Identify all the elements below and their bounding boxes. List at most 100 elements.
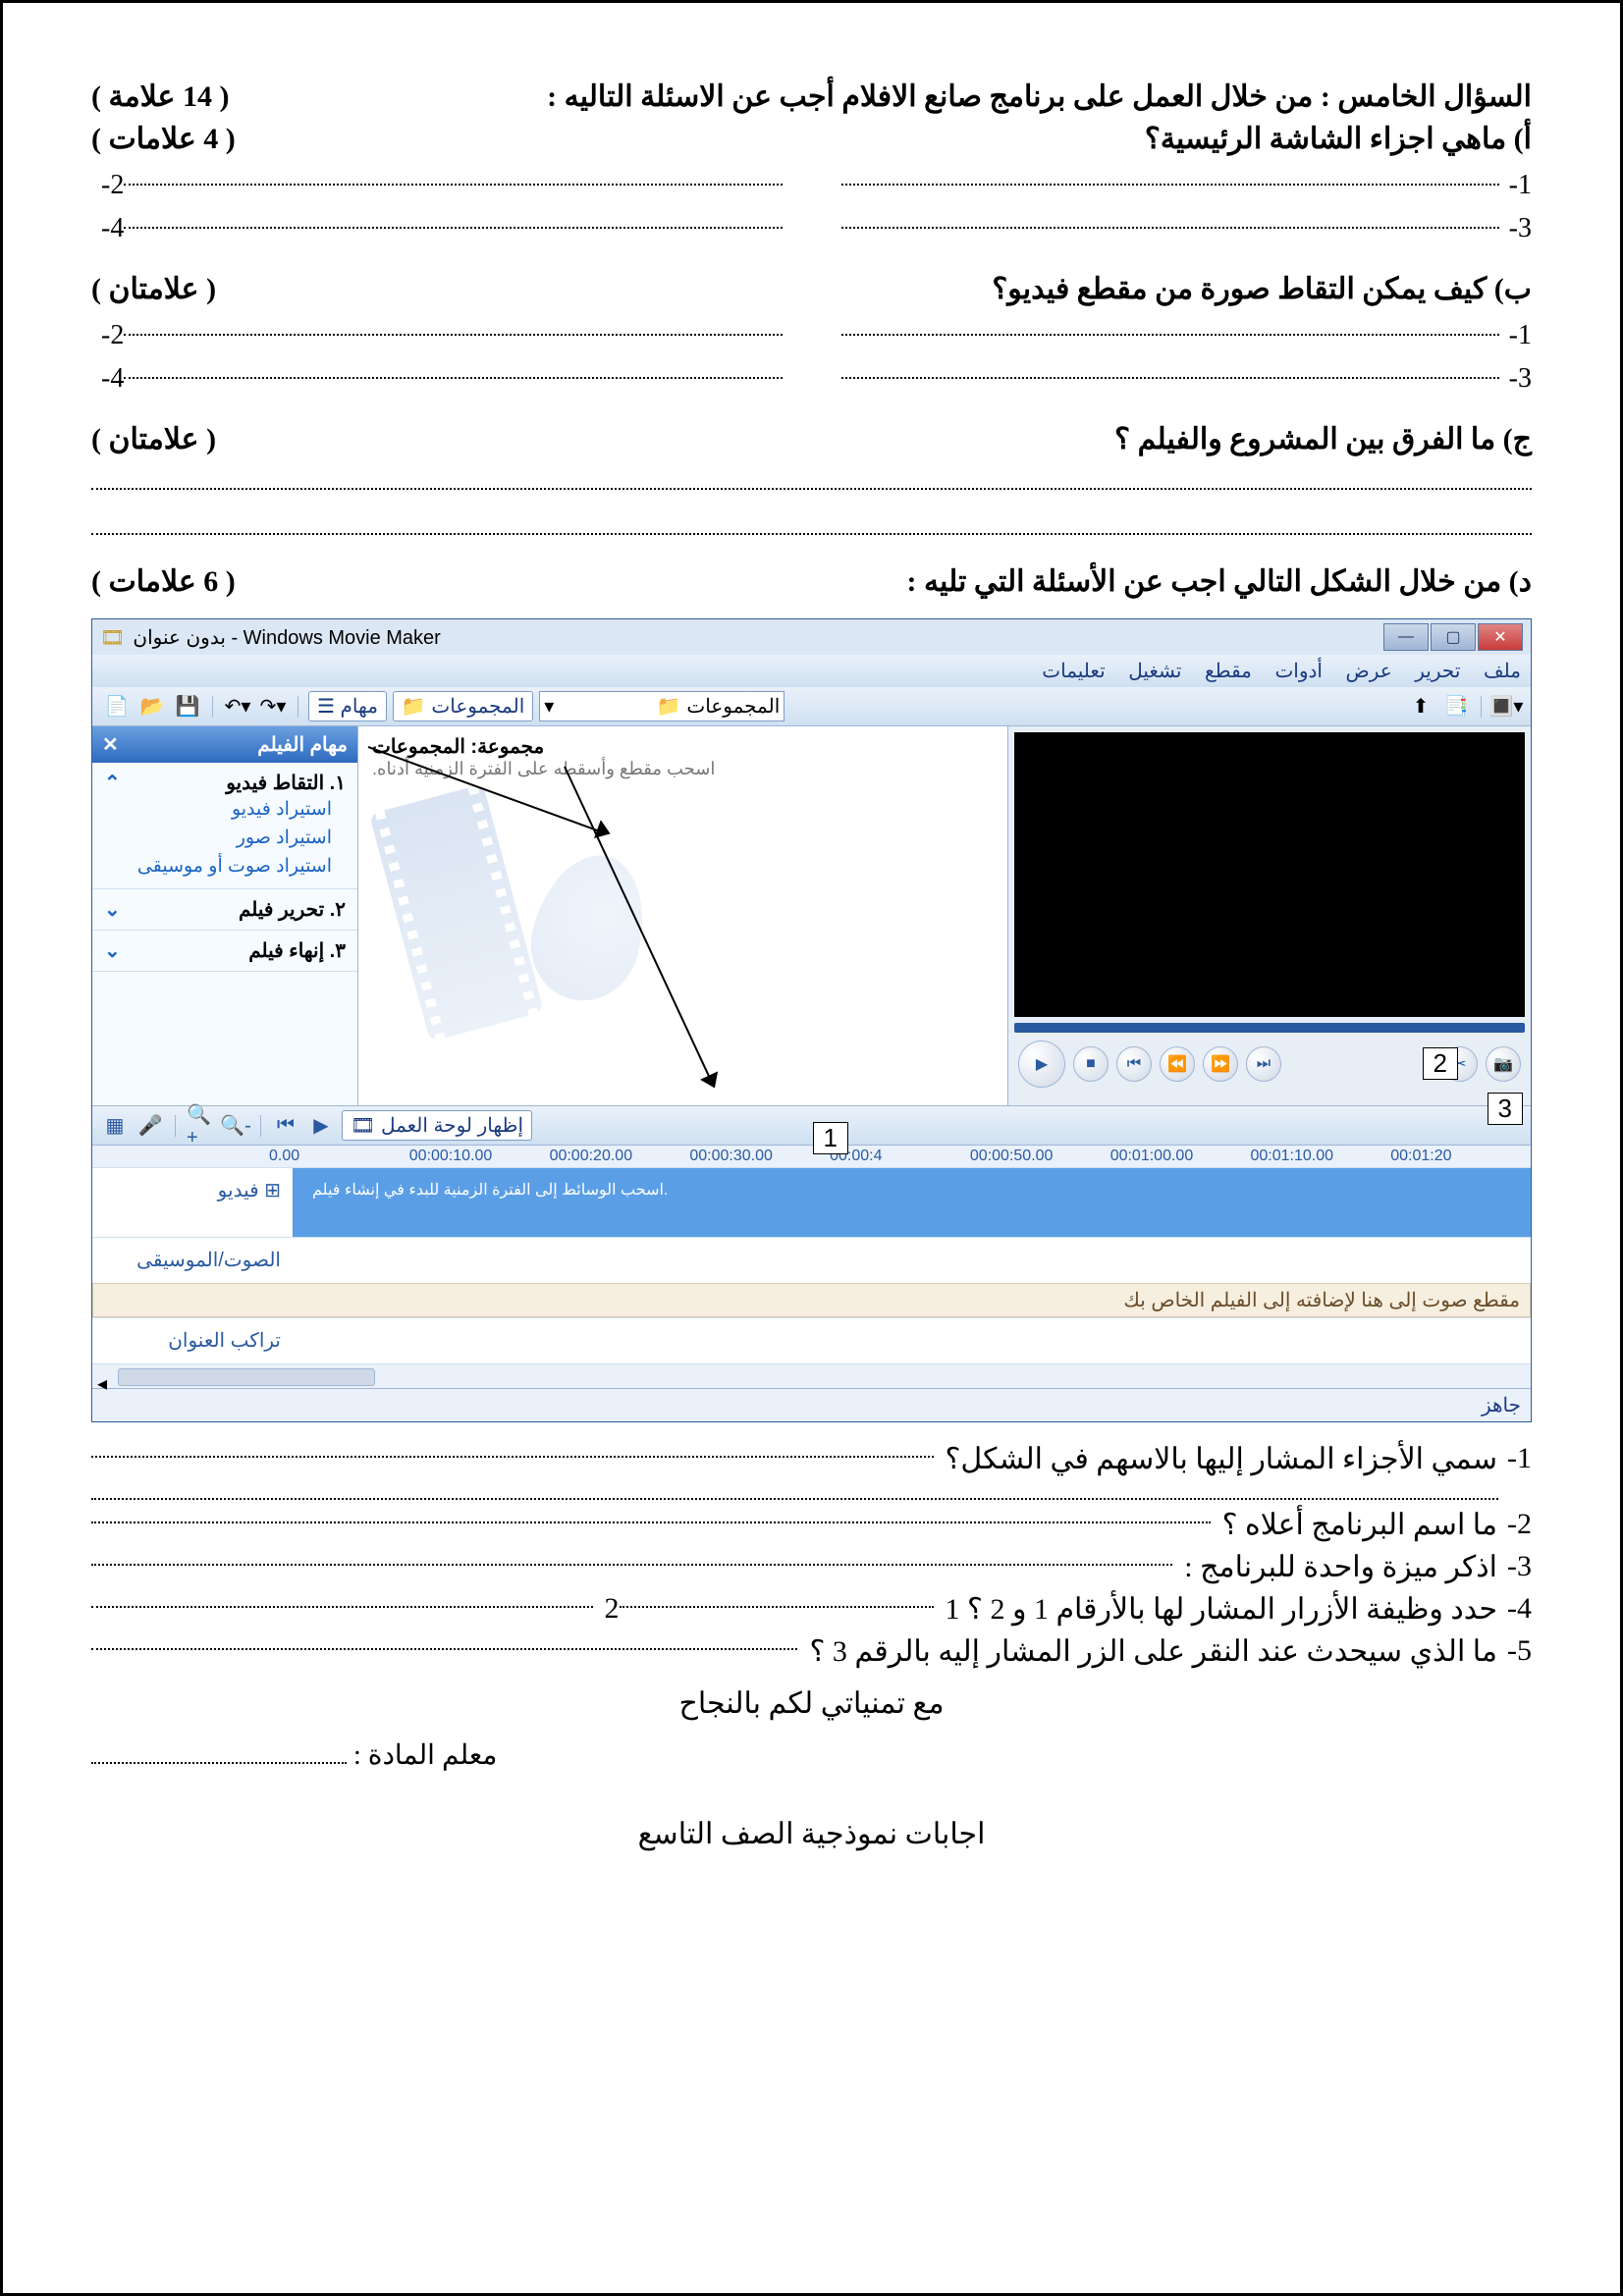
tasks-close-icon[interactable]: ✕ xyxy=(102,732,119,757)
collapse-icon[interactable]: ⌃ xyxy=(104,771,121,795)
a-n1: 1- xyxy=(1509,170,1532,201)
ruler-tick: 00:00:10.00 xyxy=(409,1148,550,1165)
preview-pane: ▶ ■ ⏮ ⏪ ⏩ ⏭ ✂ 📷 2 3 xyxy=(1007,726,1531,1105)
q5-title: السؤال الخامس : من خلال العمل على برنامج… xyxy=(547,80,1532,114)
audio-track[interactable] xyxy=(293,1238,1531,1283)
q4-mid: 2 xyxy=(605,1592,620,1627)
stop-button[interactable]: ■ xyxy=(1073,1046,1109,1082)
blank xyxy=(841,213,1499,229)
menu-clip[interactable]: مقطع xyxy=(1205,661,1252,682)
nav-up-icon[interactable]: ⬆ xyxy=(1406,694,1435,720)
ruler-tick: 00:00:4 xyxy=(830,1148,970,1165)
menu-tools[interactable]: أدوات xyxy=(1274,661,1323,682)
import-audio-link[interactable]: استيراد صوت أو موسيقى xyxy=(104,852,346,881)
timeline-toolbar: ▦ 🎤 🔍+ 🔍- ⏮ ▶ 🎞 إظهار لوحة العمل xyxy=(92,1105,1531,1145)
maximize-button[interactable]: ▢ xyxy=(1431,623,1476,651)
qa-text: أ) ماهي اجزاء الشاشة الرئيسية؟ xyxy=(1145,122,1532,156)
expand-icon[interactable]: ⌄ xyxy=(104,938,121,963)
wish-text: مع تمنياتي لكم بالنجاح xyxy=(91,1686,1532,1721)
close-button[interactable]: ✕ xyxy=(1478,623,1523,651)
blank-line xyxy=(91,519,1532,535)
toolbar: 📄 📂 💾 ↶▾ ↷▾ ☰ مهام 📁 المجموعات ▾📁 المجمو… xyxy=(92,687,1531,726)
b-n2: -2 xyxy=(101,320,124,351)
snapshot-button[interactable]: 📷 xyxy=(1486,1046,1521,1082)
video-track[interactable]: اسحب الوسائط إلى الفترة الزمنية للبدء في… xyxy=(293,1168,1531,1237)
zoom-out-icon[interactable]: 🔍- xyxy=(221,1113,250,1139)
forward-button[interactable]: ⏩ xyxy=(1203,1046,1238,1082)
import-video-link[interactable]: استيراد فيديو xyxy=(104,795,346,824)
new-icon[interactable]: 📄 xyxy=(102,694,132,720)
a-n4: -4 xyxy=(101,213,124,244)
q-text: ما اسم البرنامج أعلاه ؟ xyxy=(1222,1508,1497,1542)
title-track[interactable] xyxy=(293,1318,1531,1363)
blank xyxy=(91,1484,1498,1500)
menu-play[interactable]: تشغيل xyxy=(1128,661,1181,682)
ruler-tick: 00:00:50.00 xyxy=(970,1148,1110,1165)
blank xyxy=(91,1634,797,1650)
prev-button[interactable]: ⏮ xyxy=(1116,1046,1152,1082)
redo-icon[interactable]: ↷▾ xyxy=(258,694,288,720)
show-storyboard-button[interactable]: 🎞 إظهار لوحة العمل xyxy=(342,1110,532,1141)
separator xyxy=(1481,696,1482,718)
qb-text: ب) كيف يمكن التقاط صورة من مقطع فيديو؟ xyxy=(992,272,1532,306)
ruler-tick: 00:01:00.00 xyxy=(1110,1148,1251,1165)
a-n3: 3- xyxy=(1509,213,1532,244)
blank xyxy=(124,170,782,186)
qb-marks: ( علامتان ) xyxy=(91,272,216,306)
b-n4: -4 xyxy=(101,363,124,395)
menu-help[interactable]: تعليمات xyxy=(1042,661,1105,682)
seek-bar[interactable] xyxy=(1014,1023,1525,1033)
q-text: ما الذي سيحدث عند النقر على الزر المشار … xyxy=(809,1634,1497,1669)
collections-button[interactable]: 📁 المجموعات xyxy=(393,691,533,721)
menu-view[interactable]: عرض xyxy=(1346,661,1392,682)
ruler-tick: 00:01:10.00 xyxy=(1250,1148,1390,1165)
collection-title: مجموعة: المجموعات xyxy=(358,726,1007,759)
timeline-view-icon[interactable]: ▦ xyxy=(100,1113,130,1139)
rewind-timeline-icon[interactable]: ⏮ xyxy=(271,1113,300,1139)
expand-track-icon[interactable]: ⊞ xyxy=(264,1180,281,1201)
narrate-icon[interactable]: 🎤 xyxy=(135,1113,165,1139)
zoom-in-icon[interactable]: 🔍+ xyxy=(186,1113,215,1139)
view-icon[interactable]: 🔳▾ xyxy=(1491,694,1521,720)
rewind-button[interactable]: ⏪ xyxy=(1160,1046,1195,1082)
play-button[interactable]: ▶ xyxy=(1018,1041,1065,1088)
window-title: بدون عنوان - Windows Movie Maker xyxy=(133,625,440,650)
blank xyxy=(91,1508,1211,1523)
blank xyxy=(124,320,782,336)
undo-icon[interactable]: ↶▾ xyxy=(223,694,252,720)
import-pics-link[interactable]: استيراد صور xyxy=(104,824,346,852)
preview-screen xyxy=(1014,732,1525,1017)
expand-icon[interactable]: ⌄ xyxy=(104,897,121,922)
answers-title: اجابات نموذجية الصف التاسع xyxy=(91,1817,1532,1851)
blank xyxy=(124,213,782,229)
b-n1: 1- xyxy=(1509,320,1532,351)
play-timeline-icon[interactable]: ▶ xyxy=(306,1113,336,1139)
nav-prop-icon[interactable]: 📑 xyxy=(1441,694,1471,720)
minimize-button[interactable]: — xyxy=(1383,623,1429,651)
qa-marks: ( 4 علامات ) xyxy=(91,122,236,156)
next-button[interactable]: ⏭ xyxy=(1246,1046,1281,1082)
app-icon: 🎞 xyxy=(100,625,125,650)
ruler-tick: 0.00 xyxy=(269,1148,409,1165)
group2-title[interactable]: ٢. تحرير فيلم xyxy=(239,897,346,922)
track-title-label: تراكب العنوان xyxy=(92,1318,293,1363)
q-idx: 1- xyxy=(1507,1442,1532,1476)
q-idx: 3- xyxy=(1507,1550,1532,1584)
h-scrollbar[interactable]: ◂ xyxy=(92,1363,1531,1388)
open-icon[interactable]: 📂 xyxy=(137,694,167,720)
collections-combo[interactable]: ▾📁 المجموعات xyxy=(539,691,784,721)
save-icon[interactable]: 💾 xyxy=(173,694,202,720)
arrow-head-icon xyxy=(700,1071,724,1092)
group1-title[interactable]: ١. التقاط فيديو xyxy=(226,771,346,795)
group3-title[interactable]: ٣. إنهاء فيلم xyxy=(248,938,346,963)
tasks-button[interactable]: ☰ مهام xyxy=(308,691,387,721)
blank xyxy=(91,1750,347,1764)
qc-text: ج) ما الفرق بين المشروع والفيلم ؟ xyxy=(1114,422,1532,456)
status-bar: جاهز xyxy=(92,1388,1531,1421)
menu-edit[interactable]: تحرير xyxy=(1415,661,1460,682)
menu-file[interactable]: ملف xyxy=(1484,661,1521,682)
q-text: سمي الأجزاء المشار إليها بالاسهم في الشك… xyxy=(946,1442,1498,1476)
teacher-label: معلم المادة : xyxy=(353,1740,497,1771)
label-3: 3 xyxy=(1488,1093,1523,1125)
qc-marks: ( علامتان ) xyxy=(91,422,216,456)
